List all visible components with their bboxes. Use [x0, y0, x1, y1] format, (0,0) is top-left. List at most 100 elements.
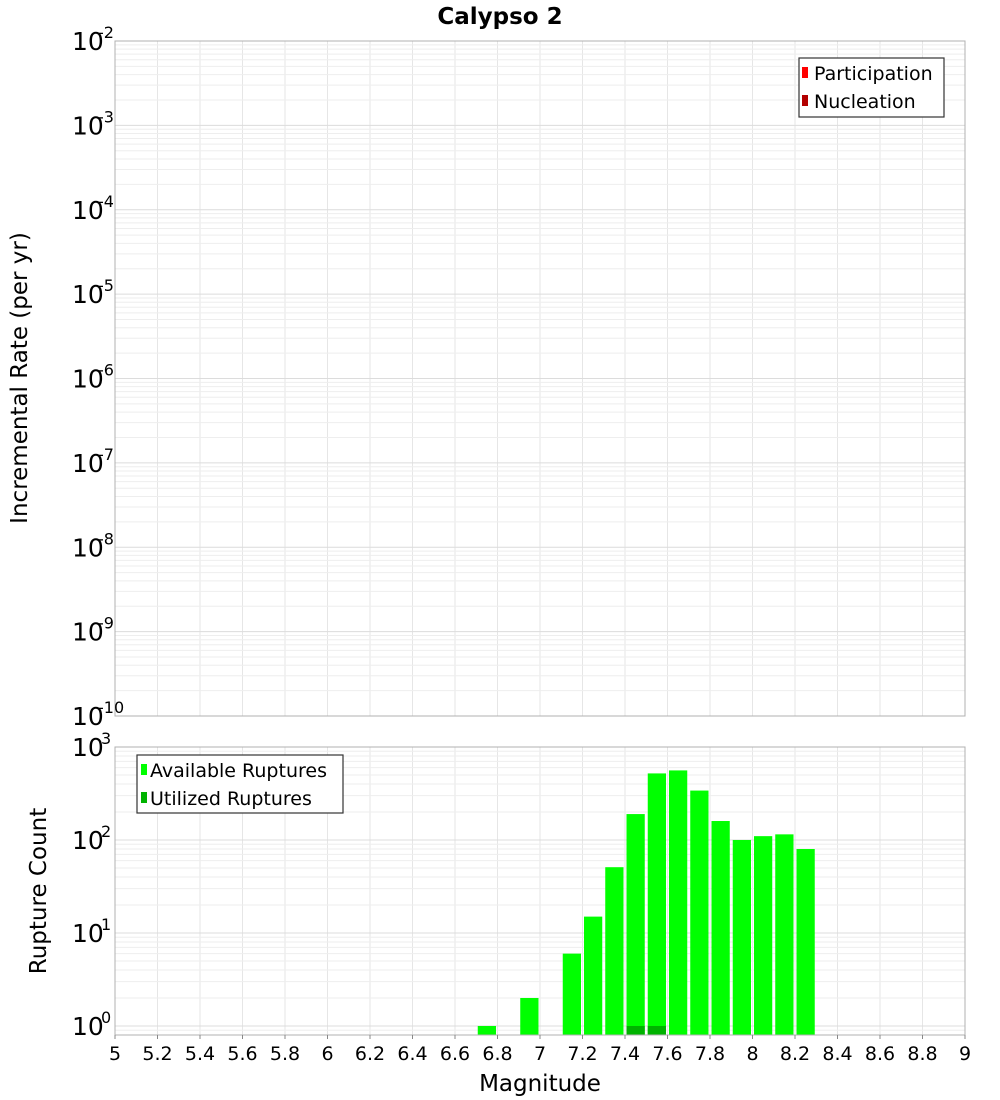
top-y-tick-label: 10-8	[72, 529, 114, 562]
top-y-tick-label: 10-2	[72, 23, 114, 56]
x-tick-label: 5.6	[227, 1043, 257, 1065]
tick-exponent: -2	[98, 23, 114, 42]
available-ruptures-bar	[562, 953, 581, 1035]
available-ruptures-bar	[647, 773, 666, 1035]
top-y-tick-labels: 10-210-310-410-510-610-710-810-910-10	[72, 23, 124, 731]
available-ruptures-bar	[690, 790, 709, 1035]
tick-base: 10	[72, 280, 104, 309]
x-tick-label: 5	[109, 1043, 121, 1065]
tick-base: 10	[72, 533, 104, 562]
top-plot-panel: 10-210-310-410-510-610-710-810-910-10 In…	[7, 23, 966, 731]
chart-title: Calypso 2	[437, 4, 562, 30]
available-ruptures-bar	[669, 770, 688, 1035]
available-ruptures-bar	[520, 997, 539, 1035]
bottom-legend: Available Ruptures Utilized Ruptures	[136, 754, 344, 814]
x-tick-label: 7.6	[652, 1043, 682, 1065]
tick-base: 10	[72, 733, 104, 762]
tick-exponent: -4	[98, 192, 114, 211]
top-gridlines	[114, 41, 966, 717]
x-tick-labels: 5 5.2 5.4 5.6 5.8 6 6.2 6.4 6.6 6.8 7 7.2 7.4 7.6 7.8 8…	[109, 1035, 971, 1065]
top-y-tick-label: 10-4	[72, 192, 114, 225]
available-ruptures-bar	[584, 916, 603, 1035]
bottom-y-tick-label: 102	[72, 822, 111, 855]
x-tick-label: 5.4	[185, 1043, 215, 1065]
x-tick-label: 8.6	[865, 1043, 895, 1065]
available-ruptures-bar	[626, 814, 645, 1035]
legend-swatch-participation	[802, 67, 808, 78]
legend-label-nucleation: Nucleation	[814, 91, 916, 113]
top-y-tick-label: 10-3	[72, 107, 114, 140]
tick-exponent: 3	[101, 729, 111, 748]
top-y-tick-label: 10-7	[72, 445, 114, 478]
available-ruptures-bar	[732, 839, 751, 1035]
top-legend: Participation Nucleation	[798, 57, 945, 118]
bottom-gridlines	[114, 747, 966, 1036]
bottom-y-tick-label: 103	[72, 729, 111, 762]
bottom-y-tick-label: 101	[72, 915, 111, 948]
top-legend-box	[798, 57, 945, 118]
top-y-axis-label: Incremental Rate (per yr)	[7, 232, 33, 524]
tick-base: 10	[72, 196, 104, 225]
x-tick-label: 8.2	[780, 1043, 810, 1065]
top-y-tick-label: 10-10	[72, 698, 124, 731]
legend-label-participation: Participation	[814, 63, 933, 85]
x-tick-label: 5.8	[270, 1043, 300, 1065]
tick-exponent: -8	[98, 529, 114, 548]
top-plot-border	[114, 40, 966, 717]
x-tick-label: 6.4	[397, 1043, 427, 1065]
x-tick-label: 7.4	[610, 1043, 640, 1065]
tick-exponent: 1	[101, 915, 111, 934]
available-ruptures-bar	[796, 849, 815, 1035]
tick-exponent: -7	[98, 445, 114, 464]
tick-exponent: -3	[98, 107, 114, 126]
tick-base: 10	[72, 1012, 104, 1041]
bottom-legend-box	[136, 754, 344, 814]
top-y-tick-label: 10-5	[72, 276, 114, 309]
available-ruptures-bar	[605, 867, 624, 1035]
x-tick-label: 7.2	[567, 1043, 597, 1065]
available-ruptures-bar	[754, 836, 773, 1035]
legend-swatch-utilized	[141, 792, 147, 803]
x-tick-label: 8.8	[907, 1043, 937, 1065]
tick-base: 10	[72, 618, 104, 647]
available-ruptures-bar	[711, 821, 730, 1035]
x-tick-label: 6	[321, 1043, 333, 1065]
tick-base: 10	[72, 826, 104, 855]
legend-label-utilized: Utilized Ruptures	[150, 788, 312, 810]
tick-exponent: -6	[98, 361, 114, 380]
tick-exponent: 0	[101, 1008, 111, 1027]
available-ruptures-bar	[477, 1025, 496, 1035]
legend-label-available: Available Ruptures	[150, 760, 327, 782]
tick-exponent: -9	[98, 614, 114, 633]
available-ruptures-bar	[775, 834, 794, 1035]
x-tick-label: 8	[746, 1043, 758, 1065]
legend-swatch-nucleation	[802, 95, 808, 106]
top-y-tick-label: 10-9	[72, 614, 114, 647]
tick-base: 10	[72, 111, 104, 140]
x-tick-label: 6.2	[355, 1043, 385, 1065]
legend-swatch-available	[141, 764, 147, 775]
tick-base: 10	[72, 702, 104, 731]
top-y-tick-label: 10-6	[72, 361, 114, 394]
tick-base: 10	[72, 919, 104, 948]
tick-exponent: -5	[98, 276, 114, 295]
tick-base: 10	[72, 365, 104, 394]
x-tick-label: 9	[959, 1043, 971, 1065]
tick-base: 10	[72, 449, 104, 478]
tick-base: 10	[72, 27, 104, 56]
x-tick-label: 8.4	[822, 1043, 852, 1065]
utilized-ruptures-bar	[647, 1025, 666, 1035]
tick-exponent: 2	[101, 822, 111, 841]
tick-exponent: -10	[98, 698, 124, 717]
x-tick-label: 7.8	[695, 1043, 725, 1065]
utilized-ruptures-bar	[626, 1025, 645, 1035]
x-tick-label: 6.6	[440, 1043, 470, 1065]
bottom-bars	[477, 770, 815, 1035]
x-tick-label: 5.2	[142, 1043, 172, 1065]
bottom-y-axis-label: Rupture Count	[26, 808, 52, 974]
x-tick-label: 6.8	[482, 1043, 512, 1065]
x-tick-label: 7	[534, 1043, 546, 1065]
